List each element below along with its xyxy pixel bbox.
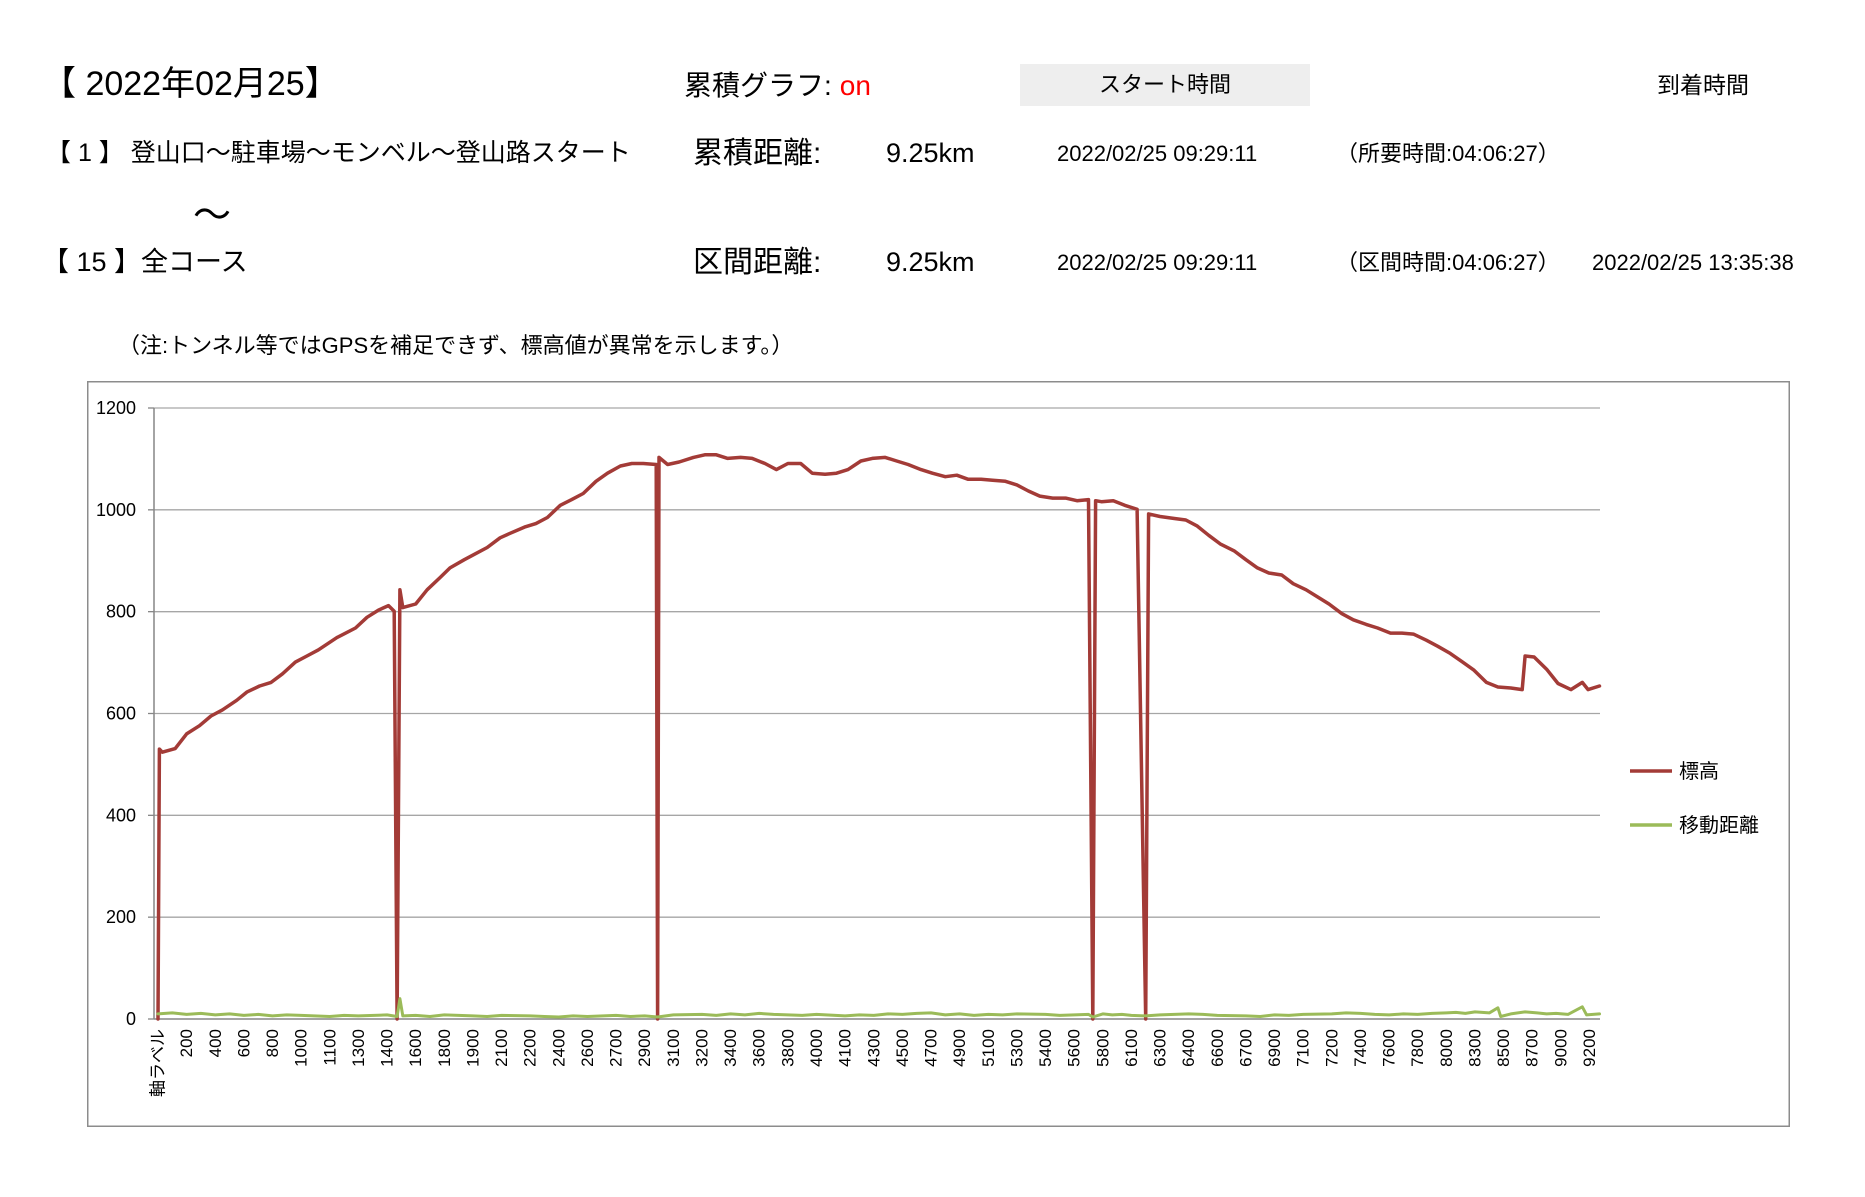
x-tick-label: 6300 (1151, 1029, 1170, 1067)
x-tick-label: 5600 (1065, 1029, 1084, 1067)
y-tick-label: 600 (106, 704, 136, 724)
x-tick-label: 2600 (578, 1029, 597, 1067)
section-distance-value: 9.25km (886, 247, 975, 277)
y-tick-label: 800 (106, 602, 136, 622)
x-tick-label: 7800 (1408, 1029, 1427, 1067)
x-tick-label: 3600 (750, 1029, 769, 1067)
x-tick-label: 2200 (521, 1029, 540, 1067)
x-tick-label: 9000 (1551, 1029, 1570, 1067)
x-tick-label: 1900 (463, 1029, 482, 1067)
x-tick-label: 5100 (979, 1029, 998, 1067)
x-tick-label: 軸ラベル (149, 1029, 168, 1097)
x-tick-label: 5800 (1093, 1029, 1112, 1067)
cumulative-distance-label: 累積距離: (693, 137, 822, 170)
x-axis: 軸ラベル 200 400 600 800 1000 1100 1300 1400 1600 1800… (149, 1018, 1600, 1097)
x-tick-label: 5300 (1007, 1029, 1026, 1067)
x-tick-label: 4300 (864, 1029, 883, 1067)
chart-frame (87, 381, 1790, 1127)
arrival-time-value: 2022/02/25 13:35:38 (1592, 250, 1794, 275)
x-tick-label: 6100 (1122, 1029, 1141, 1067)
x-tick-label: 1000 (292, 1029, 311, 1067)
start-time-label: スタート時間 (1098, 72, 1231, 97)
x-tick-label: 6600 (1208, 1029, 1227, 1067)
y-tick-label: 1000 (96, 500, 136, 520)
x-tick-label: 2700 (607, 1029, 626, 1067)
cumulative-graph-toggle: 累積グラフ: on (684, 72, 871, 100)
x-tick-label: 8700 (1523, 1029, 1542, 1067)
x-tick-label: 200 (177, 1029, 196, 1057)
x-tick-label: 1100 (320, 1029, 339, 1066)
x-tick-label: 800 (263, 1029, 282, 1057)
y-axis: 0 200 400 600 800 1000 1200 (96, 398, 155, 1029)
x-tick-label: 5400 (1036, 1029, 1055, 1067)
cumulative-graph-value: on (839, 70, 871, 101)
x-tick-label: 4100 (836, 1029, 855, 1067)
x-tick-label: 400 (206, 1029, 225, 1057)
x-tick-label: 7400 (1351, 1029, 1370, 1067)
x-tick-label: 600 (234, 1029, 253, 1057)
x-tick-label: 2100 (492, 1029, 511, 1067)
y-tick-label: 200 (106, 907, 136, 927)
to-section-name: 【 15 】全コース (42, 247, 248, 277)
section-distance-label: 区間距離: (693, 246, 822, 279)
x-tick-label: 6900 (1265, 1029, 1284, 1067)
gps-note: （注:トンネル等ではGPSを補足できず、標高値が異常を示します。） (118, 333, 794, 358)
to-start-time: 2022/02/25 09:29:11 (1057, 250, 1258, 275)
legend: 標高 移動距離 (1630, 760, 1759, 837)
from-section-name: 【 1 】 登山口～駐車場～モンベル～登山路スタート (46, 139, 631, 167)
x-tick-label: 3100 (664, 1029, 683, 1067)
x-tick-label: 4700 (922, 1029, 941, 1067)
x-tick-label: 7100 (1294, 1029, 1313, 1067)
x-tick-label: 2900 (635, 1029, 654, 1067)
y-tick-label: 0 (126, 1009, 136, 1029)
x-tick-label: 8000 (1437, 1029, 1456, 1067)
range-tilde: ～ (193, 195, 232, 237)
cumulative-distance-value: 9.25km (886, 138, 975, 168)
arrival-time-label: 到着時間 (1657, 72, 1749, 98)
cumulative-graph-label: 累積グラフ: (684, 70, 832, 101)
x-tick-label: 3800 (778, 1029, 797, 1067)
chart-svg: 0 200 400 600 800 1000 1200 軸ラベル 200 400 600 800 100… (87, 381, 1790, 1127)
x-tick-label: 3400 (721, 1029, 740, 1067)
elevation-chart: 0 200 400 600 800 1000 1200 軸ラベル 200 400 600 800 100… (87, 381, 1790, 1127)
x-tick-label: 4900 (950, 1029, 969, 1067)
total-duration: （所要時間:04:06:27） (1336, 141, 1560, 166)
x-tick-label: 3200 (692, 1029, 711, 1067)
x-tick-label: 8300 (1465, 1029, 1484, 1067)
x-tick-label: 7200 (1322, 1029, 1341, 1067)
x-tick-label: 1800 (435, 1029, 454, 1067)
x-tick-label: 6700 (1236, 1029, 1255, 1067)
y-tick-label: 1200 (96, 398, 136, 418)
start-time-button[interactable]: スタート時間 (1020, 64, 1310, 106)
x-tick-label: 7600 (1380, 1029, 1399, 1067)
x-tick-label: 6400 (1179, 1029, 1198, 1067)
report-date-title: 【 2022年02月25】 (42, 65, 339, 103)
legend-label-distance: 移動距離 (1679, 814, 1759, 837)
x-tick-label: 1400 (378, 1029, 397, 1067)
series-line-distance (156, 997, 1601, 1019)
x-tick-label: 4500 (893, 1029, 912, 1067)
y-tick-label: 400 (106, 805, 136, 825)
legend-label-elevation: 標高 (1679, 760, 1719, 783)
section-duration: （区間時間:04:06:27） (1336, 250, 1560, 275)
series-line-elevation (156, 453, 1602, 1021)
x-tick-label: 4000 (807, 1029, 826, 1067)
x-tick-label: 9200 (1580, 1029, 1599, 1067)
x-tick-label: 1300 (349, 1029, 368, 1067)
from-start-time: 2022/02/25 09:29:11 (1057, 141, 1258, 166)
x-tick-label: 1600 (406, 1029, 425, 1067)
x-tick-label: 2400 (549, 1029, 568, 1067)
x-tick-label: 8500 (1494, 1029, 1513, 1067)
